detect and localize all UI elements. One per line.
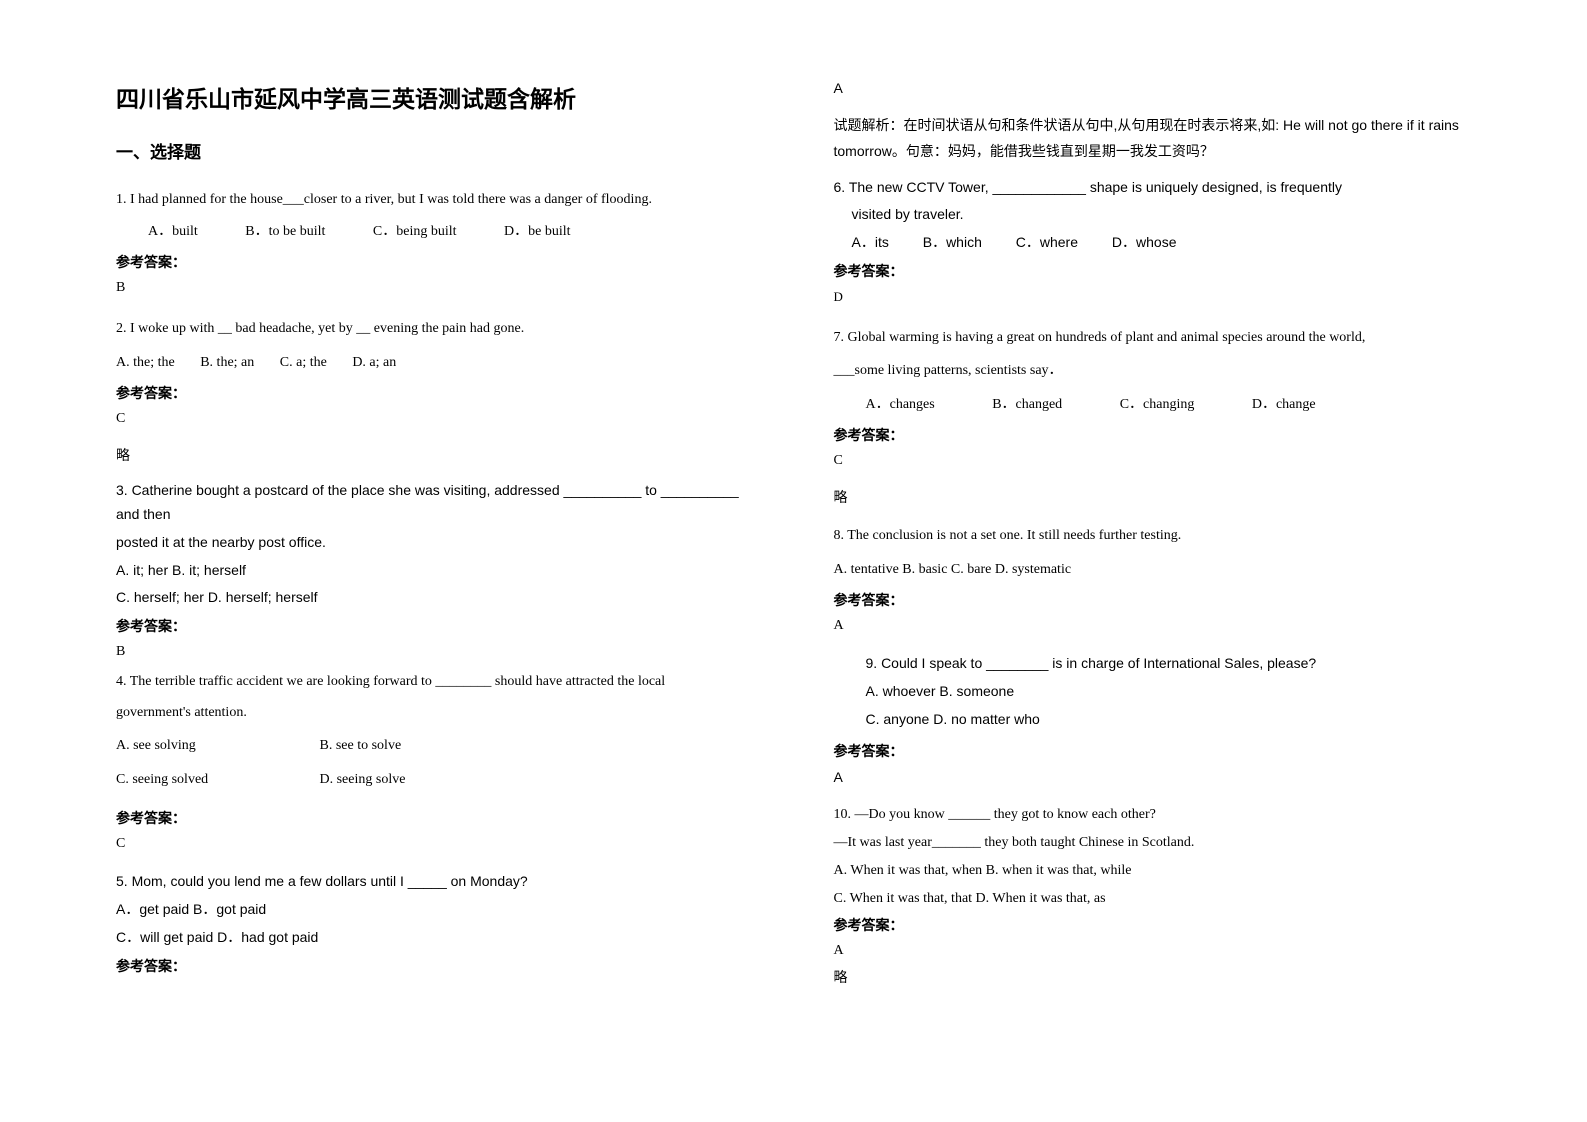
question-4: 4. The terrible traffic accident we are … xyxy=(116,670,754,852)
q2-opt-d: D. a; an xyxy=(352,355,396,370)
q9-opts-l1: A. whoever B. someone xyxy=(866,680,1472,704)
q4-line2: government's attention. xyxy=(116,698,754,727)
q7-line1: 7. Global warming is having a great on h… xyxy=(834,323,1472,352)
q8-opts: A. tentative B. basic C. bare D. systema… xyxy=(834,555,1472,584)
q1-options: A．built B．to be built C．being built D．be… xyxy=(116,218,754,246)
q6-opt-d: D．whose xyxy=(1112,234,1177,250)
question-10: 10. —Do you know ______ they got to know… xyxy=(834,803,1472,986)
q5-answer-label: 参考答案： xyxy=(116,956,754,976)
q6-answer: D xyxy=(834,289,1472,305)
q4-opts-row1: A. see solving B. see to solve xyxy=(116,731,754,760)
q9-text: 9. Could I speak to ________ is in charg… xyxy=(866,652,1472,676)
q6-line2: visited by traveler. xyxy=(834,203,1472,227)
q3-answer-label: 参考答案： xyxy=(116,616,754,636)
q9-answer: A xyxy=(834,769,1472,785)
q7-answer-label: 参考答案： xyxy=(834,425,1472,445)
q7-opt-d: D．change xyxy=(1252,397,1316,412)
q1-answer-label: 参考答案： xyxy=(116,252,754,272)
q1-opt-c: C．being built xyxy=(373,218,457,246)
q5-opts-l1: A．get paid B．got paid xyxy=(116,898,754,922)
q5-explain-l1: 试题解析：在时间状语从句和条件状语从句中,从句用现在时表示将来,如: He wi… xyxy=(834,114,1472,138)
q2-options: A. the; the B. the; an C. a; the D. a; a… xyxy=(116,348,754,377)
q4-opt-c: C. seeing solved xyxy=(116,765,316,794)
question-5: 5. Mom, could you lend me a few dollars … xyxy=(116,870,754,975)
q1-opt-d: D．be built xyxy=(504,218,571,246)
q10-answer: A xyxy=(834,943,1472,959)
q2-opt-c: C. a; the xyxy=(280,355,327,370)
question-1: 1. I had planned for the house___closer … xyxy=(116,185,754,296)
q9-answer-label: 参考答案： xyxy=(834,741,1472,761)
q7-note: 略 xyxy=(834,487,1472,507)
q2-text: 2. I woke up with __ bad headache, yet b… xyxy=(116,314,754,343)
q6-opt-b: B．which xyxy=(923,234,982,250)
q10-answer-label: 参考答案： xyxy=(834,915,1472,935)
question-7: 7. Global warming is having a great on h… xyxy=(834,323,1472,507)
q4-answer-label: 参考答案： xyxy=(116,808,754,828)
q8-answer: A xyxy=(834,618,1472,634)
left-column: 四川省乐山市延风中学高三英语测试题含解析 一、选择题 1. I had plan… xyxy=(100,80,794,1082)
q9-opts-l2: C. anyone D. no matter who xyxy=(866,708,1472,732)
q4-line1: 4. The terrible traffic accident we are … xyxy=(116,670,754,694)
q4-opt-b: B. see to solve xyxy=(320,738,402,753)
q1-opt-b: B．to be built xyxy=(245,218,325,246)
q6-opt-a: A．its xyxy=(852,234,889,250)
q1-opt-a: A．built xyxy=(148,218,198,246)
q2-opt-a: A. the; the xyxy=(116,355,175,370)
q10-opts-l1: A. When it was that, when B. when it was… xyxy=(834,859,1472,883)
question-2: 2. I woke up with __ bad headache, yet b… xyxy=(116,314,754,465)
q4-answer: C xyxy=(116,836,754,852)
q7-line2: ___some living patterns, scientists say． xyxy=(834,356,1472,385)
question-8: 8. The conclusion is not a set one. It s… xyxy=(834,521,1472,634)
right-column: A 试题解析：在时间状语从句和条件状语从句中,从句用现在时表示将来,如: He … xyxy=(794,80,1488,1082)
q2-answer: C xyxy=(116,411,754,427)
q7-answer: C xyxy=(834,453,1472,469)
q2-opt-b: B. the; an xyxy=(200,355,254,370)
q8-text: 8. The conclusion is not a set one. It s… xyxy=(834,521,1472,550)
q10-line1: 10. —Do you know ______ they got to know… xyxy=(834,803,1472,827)
q10-line2: —It was last year_______ they both taugh… xyxy=(834,831,1472,855)
q3-line2: posted it at the nearby post office. xyxy=(116,531,754,555)
q7-opt-a: A．changes xyxy=(866,397,935,412)
q5-text: 5. Mom, could you lend me a few dollars … xyxy=(116,870,754,894)
q2-note: 略 xyxy=(116,445,754,465)
q4-opt-a: A. see solving xyxy=(116,731,316,760)
question-3: 3. Catherine bought a postcard of the pl… xyxy=(116,479,754,660)
q5-explain-l2: tomorrow。句意：妈妈，能借我些钱直到星期一我发工资吗？ xyxy=(834,140,1472,164)
q6-opt-c: C．where xyxy=(1016,234,1078,250)
q4-opts-row2: C. seeing solved D. seeing solve xyxy=(116,765,754,794)
q6-answer-label: 参考答案： xyxy=(834,261,1472,281)
q7-opt-c: C．changing xyxy=(1120,397,1195,412)
q10-opts-l2: C. When it was that, that D. When it was… xyxy=(834,887,1472,911)
q5-answer: A xyxy=(834,80,1472,96)
q4-opt-d: D. seeing solve xyxy=(320,772,406,787)
q1-text: 1. I had planned for the house___closer … xyxy=(116,185,754,214)
question-9: 9. Could I speak to ________ is in charg… xyxy=(834,652,1472,731)
q2-answer-label: 参考答案： xyxy=(116,383,754,403)
question-6: 6. The new CCTV Tower, ____________ shap… xyxy=(834,176,1472,305)
q5-opts-l2: C．will get paid D．had got paid xyxy=(116,926,754,950)
section-header: 一、选择题 xyxy=(116,138,754,163)
q7-options: A．changes B．changed C．changing D．change xyxy=(834,390,1472,419)
q7-opt-b: B．changed xyxy=(992,397,1062,412)
q3-opts-l2: C. herself; her D. herself; herself xyxy=(116,586,754,610)
page-title: 四川省乐山市延风中学高三英语测试题含解析 xyxy=(116,80,754,114)
q1-answer: B xyxy=(116,280,754,296)
q6-line1: 6. The new CCTV Tower, ____________ shap… xyxy=(834,176,1472,200)
q6-options: A．its B．which C．where D．whose xyxy=(834,231,1472,255)
q3-line1: 3. Catherine bought a postcard of the pl… xyxy=(116,479,754,527)
q3-opts-l1: A. it; her B. it; herself xyxy=(116,559,754,583)
q3-answer: B xyxy=(116,644,754,660)
q8-answer-label: 参考答案： xyxy=(834,590,1472,610)
q10-note: 略 xyxy=(834,967,1472,987)
